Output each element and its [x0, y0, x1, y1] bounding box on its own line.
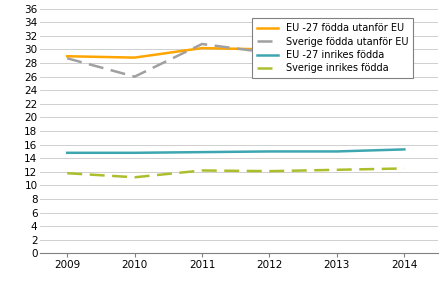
EU -27 inrikes födda [132, 151, 137, 155]
EU -27 födda utanför EU [267, 48, 272, 51]
EU -27 inrikes födda [402, 148, 407, 151]
Sverige inrikes födda [199, 169, 205, 172]
EU -27 födda utanför EU [132, 56, 137, 59]
EU -27 inrikes födda [199, 150, 205, 154]
Sverige födda utanför EU [402, 20, 407, 24]
Sverige inrikes födda [402, 167, 407, 170]
Sverige födda utanför EU [64, 56, 70, 60]
Line: Sverige inrikes födda: Sverige inrikes födda [67, 168, 405, 177]
Sverige födda utanför EU [199, 42, 205, 46]
EU -27 inrikes födda [64, 151, 70, 155]
EU -27 födda utanför EU [64, 54, 70, 58]
EU -27 födda utanför EU [334, 51, 340, 54]
EU -27 inrikes födda [334, 150, 340, 153]
EU -27 födda utanför EU [199, 46, 205, 50]
Line: EU -27 födda utanför EU: EU -27 födda utanför EU [67, 46, 405, 58]
Sverige födda utanför EU [132, 75, 137, 78]
Line: Sverige födda utanför EU: Sverige födda utanför EU [67, 22, 405, 77]
Sverige inrikes födda [64, 171, 70, 175]
Sverige inrikes födda [132, 176, 137, 179]
Sverige födda utanför EU [334, 37, 340, 41]
Sverige inrikes födda [334, 168, 340, 172]
EU -27 födda utanför EU [402, 44, 407, 48]
Sverige inrikes födda [267, 169, 272, 173]
Sverige födda utanför EU [267, 51, 272, 54]
Legend: EU -27 födda utanför EU, Sverige födda utanför EU, EU -27 inrikes födda, Sverige: EU -27 födda utanför EU, Sverige födda u… [252, 18, 413, 78]
EU -27 inrikes födda [267, 150, 272, 153]
Line: EU -27 inrikes födda: EU -27 inrikes födda [67, 149, 405, 153]
